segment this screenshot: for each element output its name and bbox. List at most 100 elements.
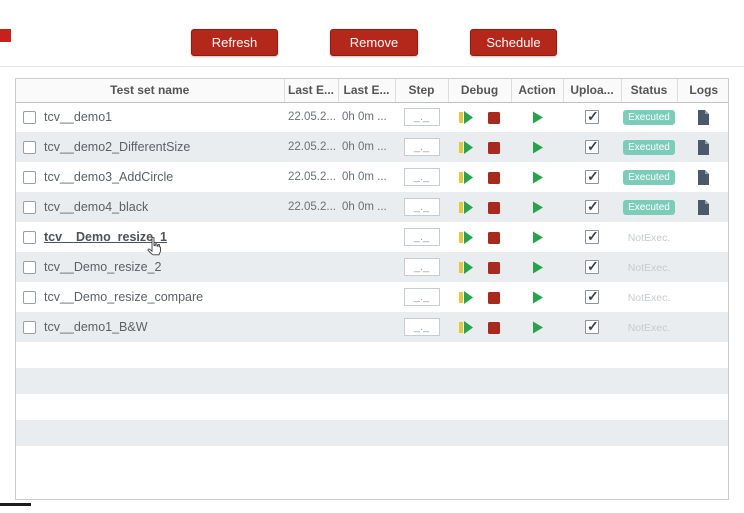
- test-name[interactable]: tcv__Demo_resize_1: [44, 230, 167, 244]
- empty-row: [16, 394, 728, 420]
- upload-checkbox[interactable]: [585, 168, 599, 185]
- step-input[interactable]: [403, 108, 440, 127]
- row-select-checkbox[interactable]: [22, 260, 36, 274]
- stop-icon[interactable]: [487, 141, 500, 154]
- upload-checkbox[interactable]: [585, 288, 599, 305]
- step-input[interactable]: [403, 228, 440, 246]
- last-exec-date: [284, 312, 338, 342]
- status-badge: Executed: [623, 140, 675, 155]
- upload-checkbox[interactable]: [585, 198, 599, 215]
- status-text: NotExec.: [627, 292, 671, 304]
- test-name[interactable]: tcv__Demo_resize_2: [44, 260, 162, 274]
- play-icon[interactable]: [531, 261, 544, 274]
- step-input[interactable]: [403, 288, 440, 306]
- debug-play-icon[interactable]: [459, 201, 474, 215]
- stop-icon[interactable]: [487, 201, 500, 214]
- last-exec-date: [284, 252, 338, 282]
- stop-icon[interactable]: [487, 171, 500, 184]
- last-exec-date: 22.05.2...: [288, 201, 336, 213]
- debug-play-icon[interactable]: [459, 291, 474, 305]
- test-name[interactable]: tcv__demo4_black: [44, 200, 149, 214]
- stop-icon[interactable]: [487, 261, 500, 274]
- row-select-checkbox[interactable]: [22, 230, 36, 244]
- test-name[interactable]: tcv__Demo_resize_compare: [44, 290, 204, 304]
- stop-icon[interactable]: [487, 231, 500, 244]
- table-row: tcv__Demo_resize_2 NotExec.: [16, 252, 728, 282]
- last-exec-date: 22.05.2...: [288, 141, 336, 153]
- upload-checkbox[interactable]: [585, 318, 599, 335]
- step-input[interactable]: [403, 318, 440, 336]
- empty-row: [16, 420, 728, 446]
- play-icon[interactable]: [531, 171, 544, 184]
- empty-row: [16, 368, 728, 394]
- header-action: Action: [511, 79, 564, 103]
- last-exec-date: 22.05.2...: [288, 171, 336, 183]
- status-text: NotExec.: [627, 322, 671, 334]
- log-document-icon[interactable]: [697, 109, 710, 125]
- row-select-checkbox[interactable]: [22, 320, 36, 334]
- last-exec-duration: 0h 0m ...: [342, 141, 387, 153]
- header-debug: Debug: [448, 79, 512, 103]
- last-exec-date: [284, 222, 338, 252]
- test-name[interactable]: tcv__demo1: [44, 110, 113, 125]
- play-icon[interactable]: [531, 111, 544, 124]
- last-exec-duration: 0h 0m ...: [342, 171, 387, 183]
- play-icon[interactable]: [531, 201, 544, 214]
- debug-play-icon[interactable]: [459, 321, 474, 335]
- schedule-button[interactable]: Schedule: [470, 29, 557, 56]
- upload-checkbox[interactable]: [585, 108, 599, 125]
- upload-checkbox[interactable]: [585, 138, 599, 155]
- refresh-button[interactable]: Refresh: [191, 29, 278, 56]
- status-text: NotExec.: [627, 262, 671, 274]
- step-input[interactable]: [403, 168, 440, 186]
- status-text: NotExec.: [627, 232, 671, 244]
- stop-icon[interactable]: [487, 291, 500, 304]
- last-exec-date: 22.05.2...: [288, 111, 336, 124]
- row-select-checkbox[interactable]: [22, 140, 36, 154]
- step-input[interactable]: [403, 138, 440, 156]
- debug-play-icon[interactable]: [459, 141, 474, 155]
- last-exec-duration: [338, 222, 395, 252]
- test-name[interactable]: tcv__demo3_AddCircle: [44, 170, 174, 184]
- play-icon[interactable]: [531, 321, 544, 334]
- play-icon[interactable]: [531, 231, 544, 244]
- remove-button[interactable]: Remove: [330, 29, 418, 56]
- last-exec-duration: [338, 252, 395, 282]
- upload-checkbox[interactable]: [585, 228, 599, 245]
- test-set-table: Test set name Last E... Last E... Step D…: [15, 78, 729, 500]
- header-logs: Logs: [677, 79, 728, 103]
- row-select-checkbox[interactable]: [22, 200, 36, 214]
- debug-play-icon[interactable]: [459, 231, 474, 245]
- log-document-icon[interactable]: [697, 199, 710, 215]
- step-input[interactable]: [403, 198, 440, 216]
- play-icon[interactable]: [531, 291, 544, 304]
- table-row: tcv__Demo_resize_1 NotExec.: [16, 222, 728, 252]
- status-badge: Executed: [623, 170, 675, 185]
- log-document-icon[interactable]: [697, 139, 710, 155]
- table-row: tcv__demo3_AddCircle 22.05.2... 0h 0m ..…: [16, 162, 728, 192]
- test-name[interactable]: tcv__demo1_B&W: [44, 320, 148, 334]
- row-select-checkbox[interactable]: [22, 290, 36, 304]
- play-icon[interactable]: [531, 141, 544, 154]
- table-row: tcv__demo4_black 22.05.2... 0h 0m ... Ex…: [16, 192, 728, 222]
- header-status: Status: [621, 79, 678, 103]
- upload-checkbox[interactable]: [585, 258, 599, 275]
- status-badge: Executed: [623, 110, 675, 126]
- stop-icon[interactable]: [487, 321, 500, 334]
- table-row: tcv__demo2_DifferentSize 22.05.2... 0h 0…: [16, 132, 728, 162]
- header-upload: Uploa...: [563, 79, 622, 103]
- panel-divider: [0, 66, 744, 67]
- debug-play-icon[interactable]: [459, 171, 474, 185]
- step-input[interactable]: [403, 258, 440, 276]
- header-test-set-name: Test set name: [16, 79, 285, 103]
- debug-play-icon[interactable]: [459, 111, 474, 125]
- test-name[interactable]: tcv__demo2_DifferentSize: [44, 140, 191, 154]
- debug-play-icon[interactable]: [459, 261, 474, 275]
- status-badge: Executed: [623, 200, 675, 215]
- row-select-checkbox[interactable]: [22, 110, 36, 124]
- table-body: tcv__demo1 22.05.2... 0h 0m ... Executed: [16, 102, 728, 446]
- stop-icon[interactable]: [487, 111, 500, 124]
- table-row: tcv__demo1 22.05.2... 0h 0m ... Executed: [16, 102, 728, 132]
- log-document-icon[interactable]: [697, 169, 710, 185]
- row-select-checkbox[interactable]: [22, 170, 36, 184]
